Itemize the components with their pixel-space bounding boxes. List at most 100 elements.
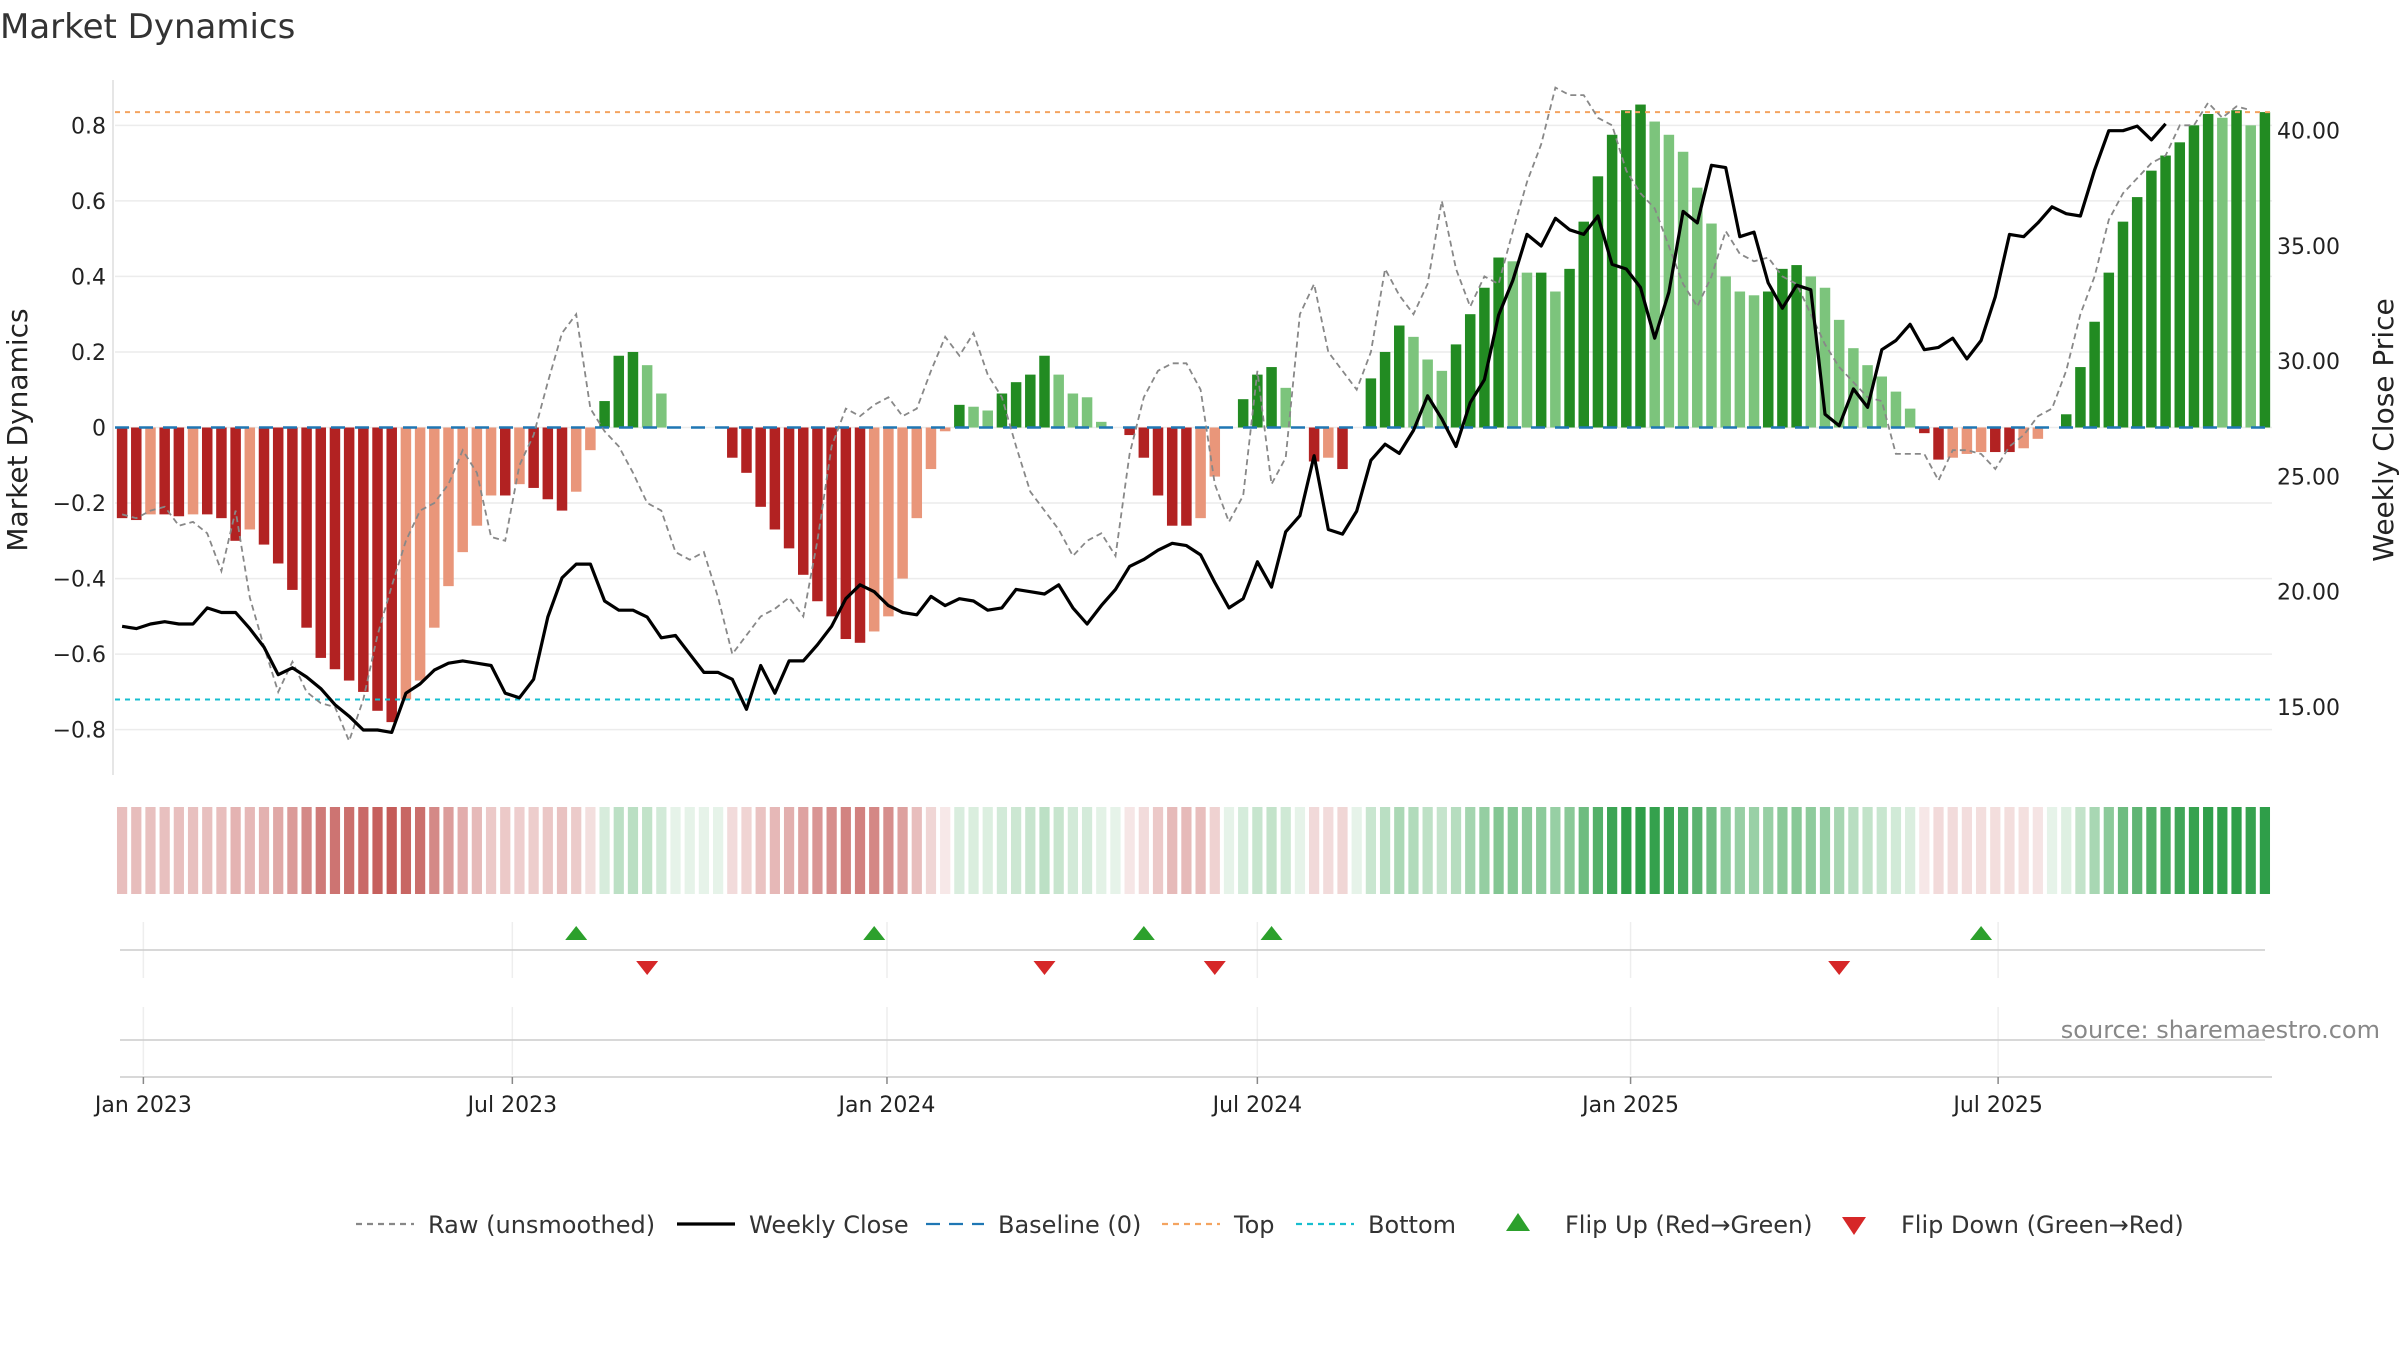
- heat-cell: [627, 807, 639, 894]
- heat-cell: [1309, 807, 1320, 894]
- heat-cell: [1252, 807, 1263, 894]
- dynamics-bar: [1450, 344, 1462, 428]
- heat-cell: [656, 807, 667, 894]
- dynamics-bar: [145, 427, 156, 515]
- dynamics-bar: [1479, 287, 1490, 428]
- flip-down-marker: [1033, 961, 1056, 975]
- legend-label: Flip Down (Green→Red): [1901, 1211, 2184, 1239]
- heat-cell: [1720, 807, 1731, 894]
- flip-up-marker: [1260, 926, 1283, 940]
- heat-cell: [854, 807, 866, 894]
- heat-cell: [769, 807, 780, 894]
- dynamics-bar: [1039, 355, 1050, 428]
- heat-cell: [2046, 807, 2058, 894]
- dynamics-bar: [2103, 272, 2115, 428]
- dynamics-bar: [570, 427, 582, 492]
- heat-cell: [173, 807, 184, 894]
- x-tick-label: Jul 2024: [1211, 1093, 1303, 1118]
- dynamics-bar: [1777, 268, 1788, 428]
- dynamics-bar: [1280, 387, 1291, 428]
- heat-cell: [1834, 807, 1845, 894]
- dynamics-bar: [755, 427, 766, 507]
- dynamics-bar: [1379, 351, 1391, 428]
- dynamics-bar: [1464, 314, 1476, 428]
- heat-cell: [798, 807, 809, 894]
- heat-cell: [727, 807, 738, 894]
- heat-cell: [1692, 807, 1703, 894]
- heat-cell: [2018, 807, 2029, 894]
- dynamics-bar: [1081, 397, 1093, 428]
- heat-cell: [1777, 807, 1788, 894]
- dynamics-bar: [1152, 427, 1164, 496]
- dynamics-bar: [2117, 221, 2129, 428]
- dynamics-bar: [627, 351, 639, 428]
- dynamics-bar: [1578, 221, 1589, 428]
- dynamics-bar: [443, 427, 454, 587]
- dynamics-bar: [1649, 121, 1660, 428]
- heat-cell: [542, 807, 553, 894]
- legend-label: Raw (unsmoothed): [428, 1211, 655, 1239]
- heat-cell: [1110, 807, 1121, 894]
- dynamics-bar: [854, 427, 866, 643]
- dynamics-bar: [826, 427, 837, 617]
- heat-cell: [2217, 807, 2228, 894]
- dynamics-bar: [1422, 359, 1433, 428]
- heat-cell: [2146, 807, 2157, 894]
- heat-cell: [869, 807, 880, 894]
- dynamics-bar: [287, 427, 298, 590]
- dynamics-bar: [812, 427, 823, 602]
- flip-up-marker: [863, 926, 886, 940]
- heat-cell: [1990, 807, 2001, 894]
- dynamics-bar: [897, 427, 908, 579]
- dynamics-bar: [1266, 367, 1277, 428]
- x-tick-label: Jan 2023: [93, 1093, 192, 1118]
- heat-cell: [1607, 807, 1618, 894]
- heat-cell: [1592, 807, 1604, 894]
- heat-cell: [2132, 807, 2143, 894]
- legend-item: Raw (unsmoothed): [356, 1211, 655, 1239]
- dynamics-bar: [1124, 427, 1135, 436]
- dynamics-bar: [954, 404, 965, 428]
- heat-cell: [1848, 807, 1859, 894]
- heat-cell: [2075, 807, 2086, 894]
- dynamics-bar: [1209, 427, 1221, 477]
- heat-cell: [1053, 807, 1064, 894]
- heat-cell: [1294, 807, 1306, 894]
- flip-down-marker: [636, 961, 659, 975]
- dynamics-bar: [272, 427, 284, 564]
- heat-cell: [940, 807, 951, 894]
- heat-cell: [1933, 807, 1944, 894]
- dynamics-bar: [131, 427, 142, 521]
- dynamics-bar: [358, 427, 369, 692]
- heat-cell: [244, 807, 255, 894]
- heat-cell: [1550, 807, 1561, 894]
- dynamics-bar: [499, 427, 511, 496]
- dynamics-bar: [187, 427, 199, 515]
- heat-cell: [670, 807, 681, 894]
- y-axis-label: Market Dynamics: [1, 308, 34, 551]
- dynamics-bar: [1138, 427, 1150, 458]
- y-tick-label: 0.8: [71, 114, 106, 139]
- dynamics-bar: [939, 427, 951, 432]
- dynamics-bar: [2060, 414, 2072, 428]
- heat-cell: [1706, 807, 1717, 894]
- y-tick-label: 0.6: [71, 190, 106, 215]
- legend-item: Top: [1162, 1211, 1275, 1239]
- y2-axis-label: Weekly Close Price: [2367, 298, 2400, 561]
- heat-cell: [1081, 807, 1093, 894]
- heat-cell: [1238, 807, 1249, 894]
- heat-cell: [514, 807, 525, 894]
- dynamics-bar: [1805, 276, 1817, 428]
- dynamics-bar: [1535, 272, 1547, 428]
- legend-item: Bottom: [1296, 1211, 1456, 1239]
- heat-cell: [698, 807, 710, 894]
- flip-down-marker: [1828, 961, 1851, 975]
- legend-item: Baseline (0): [926, 1211, 1141, 1239]
- dynamics-bar: [386, 427, 397, 723]
- dynamics-bar: [1635, 104, 1646, 428]
- y-tick-label: −0.8: [53, 719, 106, 744]
- dynamics-bar: [1181, 427, 1192, 526]
- heat-cell: [840, 807, 851, 894]
- dynamics-bar: [400, 427, 412, 700]
